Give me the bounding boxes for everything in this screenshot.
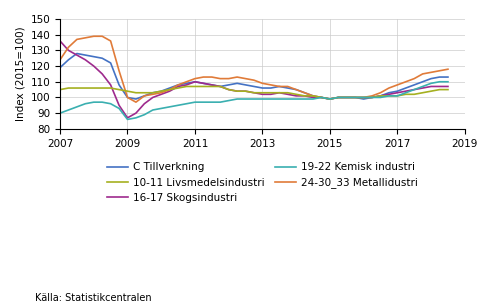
Y-axis label: Index (2015=100): Index (2015=100) [15, 26, 25, 121]
Text: Källa: Statistikcentralen: Källa: Statistikcentralen [35, 293, 151, 303]
Legend: C Tillverkning, 10-11 Livsmedelsindustri, 16-17 Skogsindustri, 19-22 Kemisk indu: C Tillverkning, 10-11 Livsmedelsindustri… [103, 158, 422, 207]
